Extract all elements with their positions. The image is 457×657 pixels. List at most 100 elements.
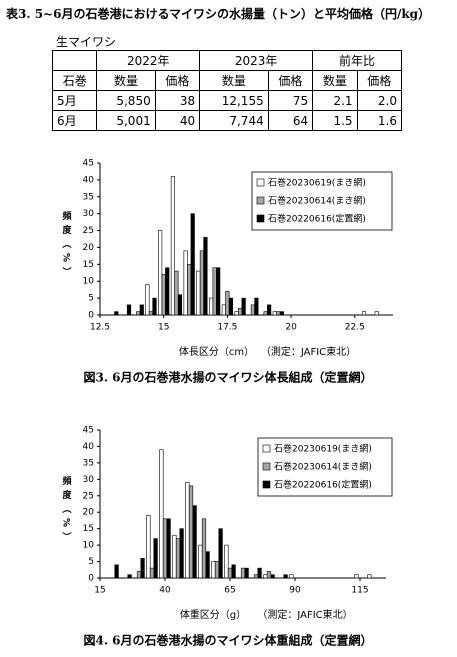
y-tick-label: 45 [83,426,94,436]
table-cell: 7,744 [199,110,269,131]
bar [283,574,288,579]
bar [227,567,233,579]
bar [127,574,132,579]
bar [149,567,155,579]
y-tick-label: 30 [83,475,95,485]
y-axis-label: 頻度（%） [61,210,73,281]
x-tick-label: 12.5 [90,323,110,333]
bar [177,294,183,316]
x-axis-label: 体長区分（cm） [179,346,254,358]
bar [244,567,249,579]
bar [238,307,243,316]
legend-label: 石巻20230614(まき網) [268,195,366,207]
table-header-cell: 石巻 [51,70,98,91]
legend-box [257,437,393,497]
bar [114,311,119,316]
bar [218,528,223,579]
y-tick-label: 20 [83,243,95,253]
x-tick-label: 15 [94,586,105,596]
bar [159,449,164,579]
bar [225,291,230,316]
x-axis-label: 体重区分（g） [180,608,246,621]
figure-caption: 図4. 6月の石巻港水揚のマイワシ体重組成（定置網） [83,633,372,648]
legend-swatch [256,178,265,187]
table-header-cell: 数量 [96,70,156,91]
bar [221,304,226,316]
legend-swatch [256,214,265,223]
bar [267,304,272,316]
table-cell: 38 [154,90,201,111]
table-row: 6月 5,001 40 7,744 64 1.5 1.6 [51,110,403,131]
figure-caption: 図3. 6月の石巻港水揚のマイワシ体長組成（定置網） [83,370,372,385]
x-tick-label: 65 [224,586,235,596]
legend-label: 石巻20220616(定置網) [268,213,366,225]
table-header-cell: 2022年 [96,50,201,71]
bar [188,485,194,579]
bar [114,564,119,579]
bar [146,515,151,579]
bar [224,544,229,579]
bar [279,311,284,316]
y-tick-label: 10 [83,277,95,287]
bar [192,505,197,579]
bar [179,528,184,579]
table-header-cell: 2023年 [199,50,314,71]
bar [211,561,216,579]
bar [205,551,210,579]
bar [361,311,367,316]
bar [162,518,168,579]
table-header-cell: 価格 [356,70,403,91]
bar [136,311,141,316]
y-tick-label: 35 [83,192,94,202]
bar [196,270,201,316]
bar [354,574,359,579]
bar [270,574,275,579]
y-tick-label: 25 [83,491,94,501]
y-tick-label: 10 [83,541,95,551]
y-tick-label: 25 [83,226,94,236]
y-tick-label: 20 [83,508,95,518]
bar [201,518,207,579]
table-cell: 12,155 [199,90,269,111]
bar [228,297,233,316]
x-tick-label: 40 [159,586,171,596]
bar [231,564,236,579]
y-tick-label: 0 [88,311,94,321]
y-tick-label: 40 [83,175,95,185]
bar [170,176,175,316]
legend-box [251,171,393,231]
legend-label: 石巻20230619(まき網) [274,443,372,455]
y-tick-label: 45 [83,159,94,169]
bar [148,311,154,316]
x-tick-label: 22.5 [345,323,365,333]
bar [253,574,259,579]
y-tick-label: 5 [88,557,94,567]
y-axis-label: 頻度（%） [61,475,73,546]
table: 2022年 2023年 前年比 石巻 数量 価格 数量 価格 数量 価格 5月 5,850 38… [51,50,403,131]
bar [174,270,179,316]
bar [161,274,166,316]
bar [172,534,177,579]
y-tick-label: 40 [83,442,95,452]
bar [263,311,268,316]
bar [263,574,268,579]
legend-label: 石巻20230614(まき網) [274,461,372,473]
bar [153,538,158,579]
bar [257,567,262,579]
y-tick-label: 0 [88,574,94,584]
x-tick-label: 115 [351,586,368,596]
bar [212,267,217,316]
bar [152,297,157,316]
bar [175,538,181,579]
table-row: 5月 5,850 38 12,155 75 2.1 2.0 [51,90,403,111]
legend-swatch [262,480,271,489]
y-tick-label: 5 [88,294,94,304]
table-cell: 2.0 [356,90,403,111]
bar [183,250,188,316]
bar [165,267,170,316]
table-cell: 40 [154,110,201,131]
y-tick-label: 30 [83,209,95,219]
table-cell [51,50,98,71]
bar [139,304,144,316]
